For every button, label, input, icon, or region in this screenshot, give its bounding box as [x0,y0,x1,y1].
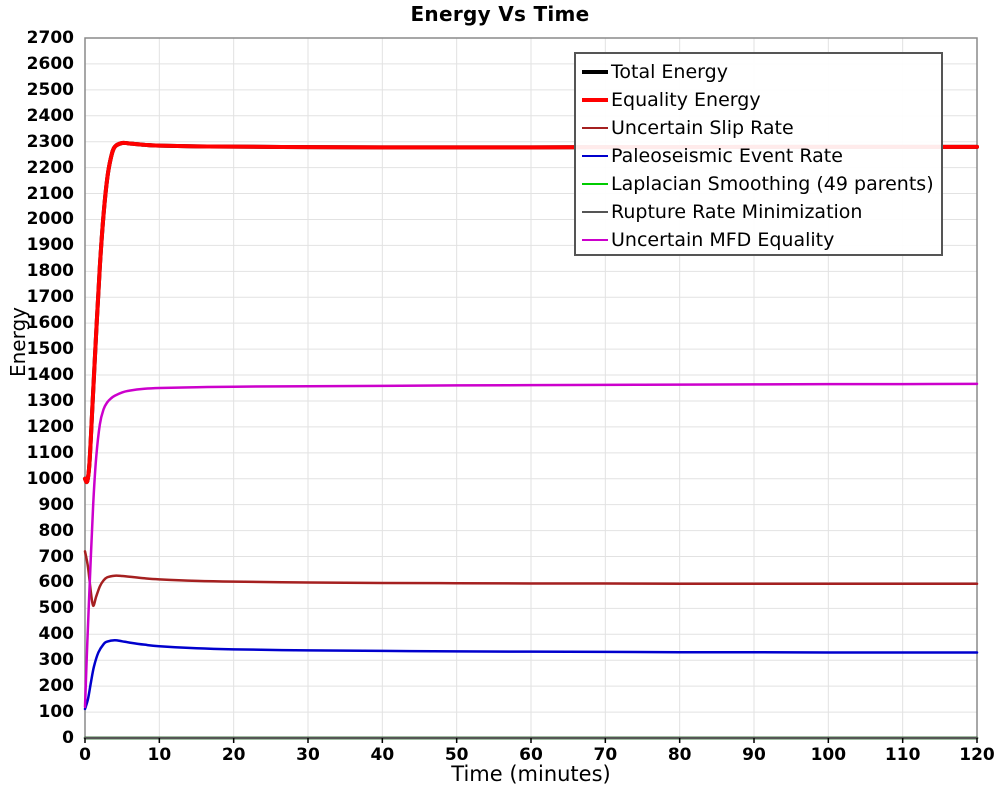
legend-item[interactable]: Uncertain Slip Rate [582,114,935,142]
legend-item[interactable]: Equality Energy [582,86,935,114]
y-tick-label: 500 [38,598,75,619]
y-tick-label: 2300 [26,131,74,152]
legend-item-label: Laplacian Smoothing (49 parents) [611,172,934,195]
legend-color-swatch-icon [582,70,608,74]
x-tick-label: 70 [593,745,618,765]
series-line [83,550,979,608]
y-tick-label: 1300 [26,390,74,411]
y-tick-label: 1900 [26,235,74,256]
y-tick-label: 2100 [26,183,74,204]
x-tick-label: 120 [959,745,995,765]
axis-ticks [84,738,978,743]
legend-color-swatch-icon [582,239,608,241]
legend-item-label: Paleoseismic Event Rate [611,144,843,167]
x-tick-label: 20 [221,745,246,765]
legend-item[interactable]: Uncertain MFD Equality [582,226,935,254]
legend-color-swatch-icon [582,211,608,213]
y-tick-label: 1600 [26,313,74,334]
y-tick-label: 1700 [26,287,74,308]
legend-item-label: Uncertain Slip Rate [611,116,794,139]
legend-item[interactable]: Total Energy [582,58,935,86]
y-tick-label: 2600 [26,53,74,74]
legend-color-swatch-icon [582,127,608,129]
y-axis-title: Energy [6,306,30,378]
y-tick-label: 1000 [26,468,74,489]
x-tick-label: 50 [444,745,469,765]
y-tick-label: 200 [38,676,75,697]
x-tick-label: 60 [519,745,543,765]
y-tick-label: 2700 [26,28,74,48]
legend-item-label: Equality Energy [611,88,761,111]
x-tick-label: 30 [296,745,320,765]
legend-item[interactable]: Paleoseismic Event Rate [582,142,935,170]
x-axis-title: Time (minutes) [451,762,611,786]
x-tick-label: 100 [810,745,847,765]
y-tick-label: 400 [38,624,75,645]
y-tick-label: 100 [38,702,75,723]
chart-legend: Total Energy Equality Energy Uncertain Sli… [574,52,943,256]
y-tick-label: 2500 [26,79,74,100]
legend-item-label: Rupture Rate Minimization [611,200,863,223]
y-tick-label: 1800 [26,261,74,282]
y-tick-label: 900 [38,494,75,515]
y-tick-label: 1500 [26,339,74,360]
y-tick-label: 0 [62,728,74,748]
legend-item-label: Total Energy [611,60,728,83]
y-tick-label: 1100 [26,442,74,463]
legend-color-swatch-icon [582,183,608,185]
x-tick-label: 10 [147,745,172,765]
x-tick-label: 40 [370,745,395,765]
y-tick-label: 300 [38,650,75,671]
legend-item-label: Uncertain MFD Equality [611,228,835,251]
legend-item[interactable]: Laplacian Smoothing (49 parents) [582,170,935,198]
series-line [83,639,979,711]
y-tick-label: 2000 [26,209,74,230]
y-tick-label: 1200 [26,416,74,437]
y-tick-label: 2400 [26,105,74,126]
y-tick-label: 700 [38,546,75,567]
x-tick-label: 90 [742,745,766,765]
series-line [83,382,979,709]
y-tick-label: 1400 [26,365,74,386]
chart-title: Energy Vs Time [410,2,590,26]
legend-item[interactable]: Rupture Rate Minimization [582,198,935,226]
legend-color-swatch-icon [582,98,608,102]
x-tick-label: 80 [667,745,692,765]
legend-color-swatch-icon [582,155,608,157]
y-tick-label: 800 [38,520,75,541]
y-tick-label: 600 [38,572,75,593]
x-tick-label: 0 [79,745,91,765]
y-tick-label: 2200 [26,157,74,178]
x-tick-label: 110 [884,745,921,765]
